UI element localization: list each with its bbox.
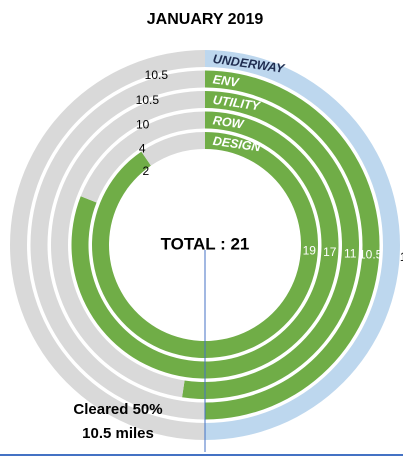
ring-label: DESIGN (212, 134, 262, 155)
value-label: 10.5 (359, 248, 383, 262)
value-label: 11 (344, 246, 357, 260)
ring-label: ROW (212, 113, 245, 131)
value-label: 10.5 (400, 250, 403, 264)
ring-label: ENV (212, 72, 241, 90)
ring-segment (80, 111, 205, 203)
ring-segment (50, 91, 206, 398)
value-label: 10.5 (136, 93, 160, 107)
rings (10, 50, 400, 440)
chart-title: JANUARY 2019 (147, 11, 264, 28)
value-label: 19 (303, 244, 317, 258)
value-label: 10.5 (145, 68, 169, 82)
value-label: 10 (136, 117, 150, 131)
center-label: TOTAL : 21 (161, 234, 250, 253)
value-label: 2 (143, 164, 150, 178)
value-label: 4 (139, 141, 146, 155)
ring-label: UTILITY (212, 93, 262, 114)
annotation: Cleared 50% (73, 401, 162, 418)
ring-segment (141, 132, 205, 166)
annotation: 10.5 miles (82, 425, 154, 442)
value-label: 17 (323, 245, 337, 259)
